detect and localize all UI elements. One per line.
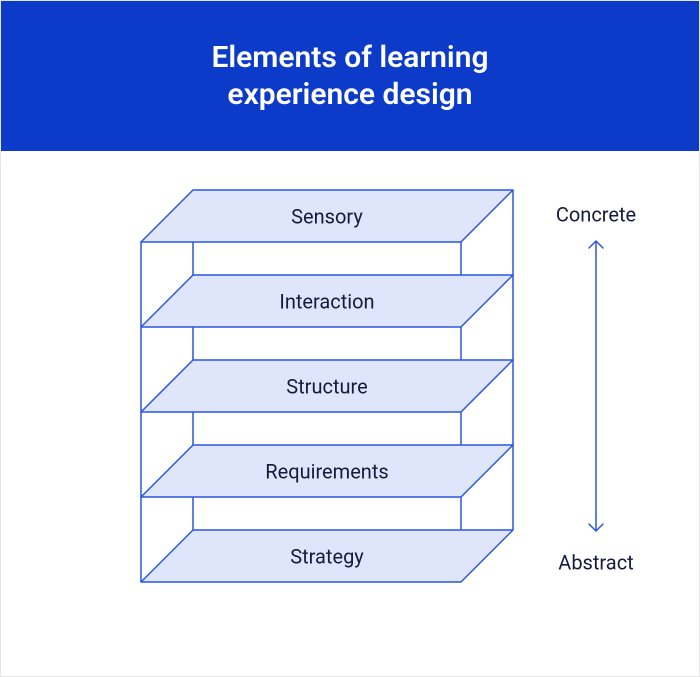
layer-label: Interaction — [279, 289, 374, 313]
layers-diagram: Sensory Interaction Structure Requirements S… — [1, 151, 700, 677]
axis-label-abstract: Abstract — [558, 550, 633, 574]
header-title-line1: Elements of learning — [211, 40, 488, 75]
layer-label: Structure — [286, 374, 367, 398]
header-title: Elements of learning experience design — [211, 39, 488, 114]
axis-label-concrete: Concrete — [556, 202, 636, 226]
diagram-area: Sensory Interaction Structure Requirements S… — [1, 151, 699, 676]
layer-label: Strategy — [290, 544, 364, 568]
diagram-frame: Elements of learning experience design S… — [0, 0, 700, 677]
header: Elements of learning experience design — [1, 1, 699, 151]
header-title-line2: experience design — [227, 77, 472, 112]
layer-label: Requirements — [265, 459, 388, 483]
layer-label: Sensory — [291, 204, 363, 228]
